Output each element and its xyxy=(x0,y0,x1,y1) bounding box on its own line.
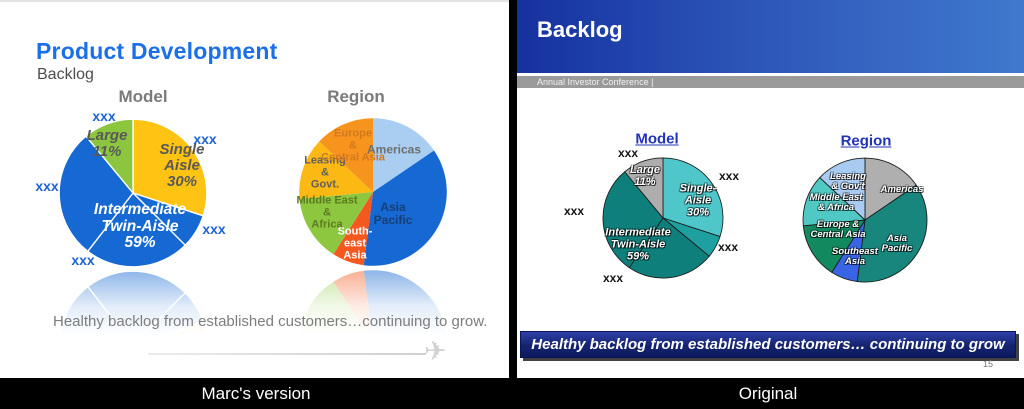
right-model-pie: Large 11% Single-Aisle 30% Intermediate … xyxy=(602,157,724,279)
pie-label-single-aisle: Single Aisle 30% xyxy=(159,140,205,191)
pie-label-middle-east: Middle East & Africa xyxy=(809,191,863,213)
region-pie-reflection xyxy=(298,269,448,335)
left-model-heading: Model xyxy=(118,87,168,106)
callout-xxx: xxx xyxy=(193,131,217,147)
reflection-fade xyxy=(58,270,208,336)
pie-label-southeast-asia: Southeast Asia xyxy=(832,245,878,267)
right-slide: Backlog Annual Investor Conference | Mod… xyxy=(517,0,1024,378)
reflection-fade xyxy=(298,269,448,335)
callout-xxx: xxx xyxy=(92,108,116,124)
model-pie-chart xyxy=(58,118,208,268)
pie-label-asia-pacific: Asia Pacific xyxy=(373,200,413,227)
airplane-icon: ✈ xyxy=(424,336,447,367)
pie-label-intermediate: Intermediate Twin-Aisle 59% xyxy=(605,226,671,262)
pie-label-single-aisle: Single-Aisle 30% xyxy=(679,182,717,218)
right-slide-header: Backlog xyxy=(517,0,1024,73)
pie-label-southeast-asia: South- east Asia xyxy=(337,225,373,261)
left-slide-caption: Healthy backlog from established custome… xyxy=(53,313,488,330)
footer-bar xyxy=(0,378,1024,409)
pie-label-middle-east: Middle East & Africa xyxy=(296,194,358,230)
pie-label-large: Large 11% xyxy=(630,164,660,188)
footer-label-marcs-version: Marc's version xyxy=(201,384,311,403)
pie-label-leasing: Leasing & Govt. xyxy=(304,154,346,190)
banner: Healthy backlog from established custome… xyxy=(520,331,1016,358)
callout-xxx: xxx xyxy=(71,252,95,268)
model-pie-chart xyxy=(602,157,724,279)
timeline-line xyxy=(148,353,426,355)
left-model-pie: Large 11% Single Aisle 30% Intermediate … xyxy=(58,118,208,268)
pie-label-americas: Americas xyxy=(366,142,422,157)
right-region-heading: Region xyxy=(840,132,892,150)
pie-label-large: Large 11% xyxy=(86,126,128,160)
callout-xxx: xxx xyxy=(202,221,226,237)
banner-text: Healthy backlog from established custome… xyxy=(531,336,1005,353)
callout-xxx: xxx xyxy=(717,240,739,254)
left-slide-subtitle: Backlog xyxy=(37,66,94,83)
pie-label-intermediate: Intermediate Twin-Aisle 59% xyxy=(93,201,187,252)
callout-xxx: xxx xyxy=(563,204,585,218)
model-pie-reflection xyxy=(58,270,208,336)
region-pie-chart xyxy=(299,118,447,266)
right-model-heading: Model xyxy=(635,130,679,148)
left-region-pie: Americas Asia Pacific South- east Asia M… xyxy=(296,117,448,267)
pie-label-europe: Europe & Central Asia xyxy=(321,127,385,163)
page-number: 15 xyxy=(983,359,994,369)
left-slide-title: Product Development xyxy=(36,38,278,64)
callout-xxx: xxx xyxy=(35,178,59,194)
pie-label-americas: Americas xyxy=(880,183,924,195)
right-slide-title: Backlog xyxy=(537,17,623,42)
conference-bar-text: Annual Investor Conference | xyxy=(537,77,654,87)
region-pie-chart xyxy=(802,157,928,283)
left-region-heading: Region xyxy=(327,87,385,106)
right-region-pie: Americas Asia Pacific Southeast Asia Eur… xyxy=(802,157,928,283)
pie-label-europe: Europe & Central Asia xyxy=(810,218,866,240)
left-slide: Product Development Backlog Model Region… xyxy=(0,0,509,380)
callout-xxx: xxx xyxy=(602,271,624,285)
pie-label-leasing: Leasing & Gov't xyxy=(830,170,866,192)
conference-bar: Annual Investor Conference | xyxy=(517,76,1024,88)
slide-divider xyxy=(509,0,517,409)
callout-xxx: xxx xyxy=(718,169,740,183)
footer-label-original: Original xyxy=(738,384,798,403)
pie-label-asia-pacific: Asia Pacific xyxy=(881,232,913,254)
callout-xxx: xxx xyxy=(617,146,639,160)
